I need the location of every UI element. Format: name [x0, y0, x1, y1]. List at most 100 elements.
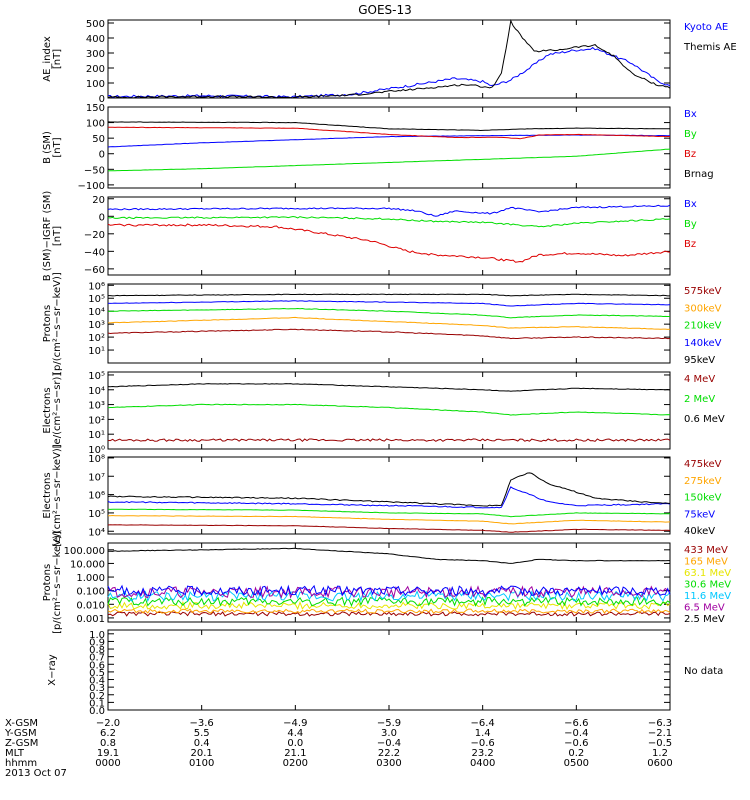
x-row-value: −6.4: [471, 718, 495, 729]
y-tick-label: 1.000: [76, 573, 105, 584]
y-tick-label: 0.7: [89, 653, 105, 664]
y-axis-label: [p/(cm²−s−sr−keV)]: [52, 272, 63, 375]
legend-entry: 11.6 MeV: [684, 591, 731, 602]
x-row-label: X-GSM: [5, 718, 38, 729]
series-themis-ae: [107, 18, 671, 99]
y-tick-label: 0.001: [76, 614, 105, 625]
legend-entry: Themis AE: [683, 42, 737, 53]
x-row-value: 1.2: [652, 748, 668, 759]
x-row-value: −0.6: [564, 738, 588, 749]
legend-entry: Bz: [684, 239, 696, 250]
x-row-value: 0000: [95, 758, 120, 769]
y-tick-label: 100: [86, 119, 105, 130]
legend-entry: 300keV: [684, 303, 722, 314]
y-axis-label: B (SM): [42, 131, 53, 164]
y-axis-label: Protons: [42, 305, 53, 342]
y-axis-label: [nT]: [52, 137, 63, 157]
legend-entry: 275keV: [684, 476, 722, 487]
panel-protons1: 10¹ 10² 10³ 10⁴ 10⁵ 10⁶ Protons [p/(cm²−s−sr−ke…: [42, 272, 722, 375]
panel-frame: [107, 106, 671, 189]
legend-entry: 2 MeV: [684, 394, 715, 405]
y-axis-label: X−ray: [47, 654, 58, 685]
y-tick-label: 1.0: [89, 630, 105, 641]
x-row-value: 23.2: [472, 748, 494, 759]
x-row-value: −5.9: [377, 718, 401, 729]
y-tick-label: 20: [92, 195, 105, 206]
series-75kev: [107, 486, 671, 509]
legend-entry: 4 MeV: [684, 374, 715, 385]
series-300kev: [108, 316, 671, 330]
panel-xray: 0.00.10.20.30.40.50.60.70.80.91.0 X−ray No…: [47, 629, 723, 717]
legend-entry: 433 MeV: [684, 545, 728, 556]
y-tick-label: 0.0: [89, 706, 105, 717]
series-433-mev: [107, 610, 671, 617]
series-63.1-mev: [107, 600, 671, 611]
series-4-mev: [107, 438, 671, 442]
series-bz: [107, 126, 670, 140]
x-row-label: Z-GSM: [5, 738, 38, 749]
series-150kev: [107, 508, 671, 518]
x-row-value: 4.4: [287, 728, 303, 739]
y-tick-label: 10⁴: [88, 307, 105, 318]
series-0.6-mev: [107, 383, 671, 392]
y-tick-label: −20: [84, 230, 105, 241]
panel-bigrf: −60 −40 −20 0 20 B (SM)−IGRF (SM) [nT] Bx By Bz: [42, 191, 697, 282]
x-row-value: −2.0: [96, 718, 120, 729]
panel-frame: [107, 19, 671, 99]
y-tick-label: 100: [86, 79, 105, 90]
series-brnag: [107, 121, 670, 132]
legend-entry: 75keV: [684, 509, 715, 520]
x-row-value: 0600: [647, 758, 672, 769]
y-tick-label: 10³: [88, 401, 105, 412]
series-275kev: [108, 514, 671, 525]
y-tick-label: 10⁶: [88, 281, 105, 292]
series-bx: [107, 204, 671, 217]
y-tick-label: 0: [99, 150, 105, 161]
x-row-value: 20.1: [191, 748, 213, 759]
series-kyoto-ae: [107, 46, 671, 99]
y-tick-label: 0: [99, 212, 105, 223]
legend-entry: 30.6 MeV: [684, 580, 731, 591]
y-tick-label: 10¹: [88, 430, 105, 441]
legend-entry: Bx: [684, 109, 697, 120]
series-bx: [107, 134, 671, 148]
x-row-label: MLT: [5, 748, 25, 759]
x-row-value: 0200: [283, 758, 308, 769]
series-140kev: [107, 300, 671, 307]
y-axis-label: [p/(cm²−s−sr−keV)]: [52, 531, 63, 634]
y-tick-label: 10⁸: [88, 454, 105, 465]
series-95kev: [108, 293, 670, 297]
x-axis-labels: X-GSM −2.0 −3.6 −4.9 −5.9 −6.4 −6.6 −6.3 Y-GSM 6.…: [4, 718, 673, 779]
y-tick-label: 10⁵: [88, 294, 105, 305]
y-tick-label: 0.6: [89, 660, 105, 671]
y-tick-label: 0.2: [89, 691, 105, 702]
y-axis-label: [e/(cm²−s−sr)]: [52, 373, 63, 449]
y-axis-label: [e/(cm²−s−sr−keV)]: [52, 444, 63, 547]
y-axis-label: Electrons: [42, 387, 53, 433]
x-date-label: 2013 Oct 07: [5, 768, 67, 779]
y-tick-label: 0: [99, 94, 105, 105]
y-tick-label: −50: [84, 165, 105, 176]
x-row-value: 19.1: [97, 748, 119, 759]
y-tick-label: 10¹: [88, 346, 105, 357]
panel-electrons1: 10⁰ 10¹ 10² 10³ 10⁴ 10⁵ Electrons [e/(cm²−s−sr)…: [42, 371, 725, 456]
series-bz: [107, 223, 671, 263]
series-by: [107, 148, 671, 172]
panel-bsm: −100 −50 0 50 100 150 B (SM) [nT] Bx By Bz Brnag: [42, 103, 714, 192]
y-tick-label: 0.3: [89, 683, 105, 694]
x-row-value: 0.8: [100, 738, 116, 749]
x-row-value: −4.9: [283, 718, 307, 729]
legend-entry: 95keV: [684, 355, 715, 366]
series-40kev: [107, 472, 671, 507]
y-tick-label: 10⁷: [88, 472, 105, 483]
y-tick-label: 10³: [88, 320, 105, 331]
x-row-value: 3.0: [381, 728, 397, 739]
y-tick-label: 0.5: [89, 668, 105, 679]
no-data-label: No data: [684, 666, 723, 677]
x-row-value: −6.6: [564, 718, 588, 729]
x-row-value: 1.4: [475, 728, 491, 739]
y-tick-label: 100.000: [64, 546, 105, 557]
y-tick-label: 300: [86, 49, 105, 60]
panel-protons2: 0.001 0.010 0.100 1.000 10.000 100.000 Protons…: [42, 531, 731, 634]
y-tick-label: 10⁵: [88, 509, 105, 520]
